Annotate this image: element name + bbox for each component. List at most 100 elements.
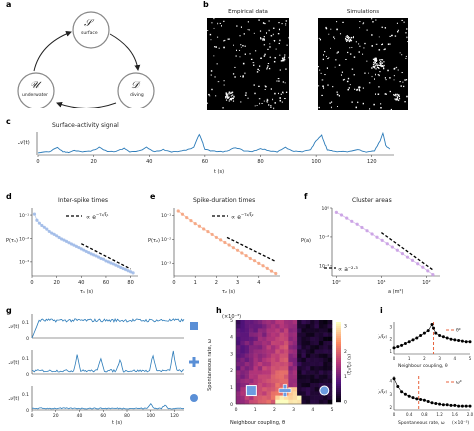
speckle	[242, 75, 244, 77]
data-point	[400, 252, 405, 256]
data-point	[248, 256, 252, 261]
heatmap-cell	[310, 328, 315, 333]
heatmap-cell	[297, 383, 302, 388]
speckle	[266, 99, 269, 101]
data-point	[227, 243, 231, 247]
heatmap-cell	[288, 336, 294, 342]
spontaneous-xlabel: Spontaneous rate, ω	[398, 421, 445, 426]
heatmap-cell	[257, 374, 263, 380]
speckle	[399, 52, 401, 54]
heatmap-cell	[249, 378, 254, 384]
data-point	[214, 235, 218, 240]
heatmap-cell	[253, 353, 259, 359]
y-tick-label: 10⁻¹	[161, 213, 171, 219]
cluster-pixel	[398, 94, 400, 97]
speckle	[235, 55, 237, 57]
heatmap-cell	[327, 383, 333, 388]
speckle	[389, 77, 391, 79]
heatmap-cell	[327, 349, 333, 354]
heatmap-cell	[310, 341, 315, 346]
speckle	[355, 106, 357, 109]
heatmap-cell	[318, 324, 324, 329]
cluster-pixel	[374, 58, 376, 60]
heatmap-cell	[323, 370, 328, 375]
interspike-legend-exp: −τ₁/ξ₁	[95, 212, 109, 217]
y-axis-label: 𝒜(t)	[9, 360, 20, 366]
cluster-pixel	[347, 36, 349, 39]
heatmap-cell	[253, 374, 259, 380]
speckle	[369, 108, 371, 110]
speckle	[285, 24, 287, 26]
heatmap-cell	[310, 336, 315, 342]
speckle	[359, 21, 361, 23]
heatmap-xlabel: Neighbour coupling, θ	[230, 420, 286, 426]
speckle	[219, 22, 221, 24]
speckle	[327, 84, 329, 86]
heatmap-cell	[270, 328, 276, 333]
cluster-pixel	[346, 40, 348, 42]
heatmap-cell	[275, 399, 280, 405]
x-tick-label: 0	[393, 412, 396, 417]
heatmap-cell	[240, 370, 246, 375]
speckle	[268, 104, 270, 106]
cluster-pixel	[374, 60, 377, 62]
simulations-caption: Simulations	[346, 9, 380, 15]
speckle	[213, 18, 215, 20]
heatmap-cell	[292, 328, 298, 333]
heatmap-cell	[266, 370, 272, 375]
y-axis-label: P(τ₁)	[6, 238, 18, 244]
data-point	[416, 262, 420, 266]
heatmap-cell	[275, 366, 280, 371]
heatmap-cell	[301, 395, 307, 401]
series-line	[177, 210, 276, 274]
heatmap-cell	[305, 357, 311, 363]
y-tick-label: 2	[389, 337, 392, 342]
heatmap-cell	[297, 328, 302, 333]
cluster-pixel	[380, 63, 382, 65]
arrow-diving-to-underwater	[56, 101, 117, 108]
heatmap-cell	[244, 366, 250, 371]
heatmap-cell	[318, 395, 324, 401]
speckle	[383, 49, 385, 51]
cluster-pixel	[395, 98, 397, 100]
speckle	[264, 53, 266, 56]
speckle	[285, 91, 288, 93]
heatmap-cell	[270, 345, 276, 350]
fit-line	[381, 232, 434, 271]
cluster-pixel	[383, 61, 385, 63]
data-point	[236, 248, 240, 252]
speckle	[270, 105, 272, 106]
heatmap-cell	[327, 357, 333, 363]
heatmap-cell	[257, 336, 263, 342]
speckle	[276, 80, 278, 82]
data-point	[400, 343, 404, 347]
spike-duration-legend-main: ∝ e	[231, 214, 241, 221]
speckle	[318, 37, 320, 40]
spike-duration-legend: ∝ e−τ₂/ξ₂	[231, 212, 253, 221]
speckle	[256, 71, 259, 73]
cluster-pixel	[373, 66, 375, 68]
cluster-pixel	[379, 62, 381, 64]
data-point	[99, 256, 103, 261]
heatmap-cell	[266, 328, 272, 333]
data-point	[114, 263, 118, 267]
activity-trace	[31, 318, 185, 339]
heatmap-cell	[262, 353, 267, 359]
x-tick-label: 4	[311, 407, 314, 413]
colorbar-segment	[336, 326, 341, 329]
heatmap-cell	[236, 341, 241, 346]
heatmap-cell	[301, 387, 307, 392]
cluster-pixel	[374, 57, 376, 59]
heatmap-cell	[270, 341, 276, 346]
x-tick-label: 2	[423, 356, 426, 361]
speckle	[255, 50, 257, 52]
heatmap-cell	[292, 378, 298, 384]
heatmap-cell	[297, 387, 302, 392]
y-tick-label: 10⁻²	[319, 235, 329, 241]
data-point	[47, 229, 51, 234]
speckle	[242, 76, 244, 78]
data-point	[426, 400, 430, 403]
heatmap-cell	[279, 374, 285, 380]
plus-marker-h	[189, 360, 199, 364]
heatmap-cell	[292, 366, 298, 371]
